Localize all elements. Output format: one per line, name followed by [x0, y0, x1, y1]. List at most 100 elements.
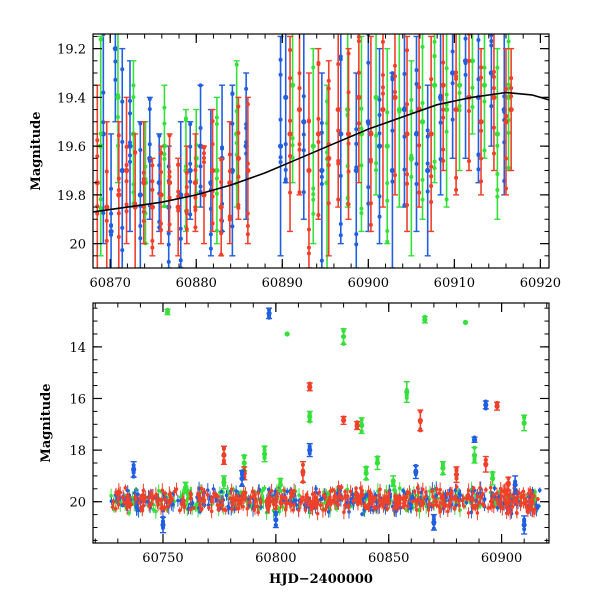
data-point	[470, 4, 474, 8]
bottom-data-points	[130, 307, 528, 535]
baseline-point	[226, 506, 231, 511]
data-point	[242, 453, 247, 458]
data-point	[124, 163, 129, 168]
baseline-point	[448, 492, 453, 497]
data-point	[418, 409, 423, 414]
data-point	[482, 148, 487, 153]
data-point	[166, 259, 171, 264]
data-point	[166, 242, 171, 247]
data-point	[482, 13, 486, 17]
data-point	[278, 155, 283, 160]
baseline-point	[323, 508, 328, 512]
data-point	[104, 169, 109, 174]
data-point	[236, 174, 241, 179]
data-point	[306, 167, 312, 174]
data-point	[101, 90, 106, 95]
data-point	[338, 57, 343, 62]
data-point	[201, 155, 206, 160]
baseline-point	[206, 503, 211, 507]
data-point	[319, 167, 325, 174]
data-point	[429, 183, 434, 188]
data-point	[491, 69, 496, 74]
data-point	[489, 104, 494, 109]
baseline-point	[416, 490, 421, 495]
baseline-point	[402, 498, 407, 503]
data-point	[150, 179, 155, 184]
data-point	[301, 190, 306, 195]
data-point	[521, 522, 527, 528]
baseline-point	[312, 495, 317, 500]
y-tick-label: 19.4	[57, 91, 86, 106]
data-point	[385, 198, 390, 203]
data-point	[456, 82, 463, 88]
data-point	[95, 204, 100, 209]
baseline-point	[288, 495, 293, 500]
baseline-point	[492, 493, 496, 497]
baseline-point	[482, 497, 487, 501]
data-point	[346, 202, 351, 207]
baseline-point	[528, 488, 532, 493]
data-point	[503, 86, 508, 91]
baseline-point	[210, 496, 214, 500]
data-point	[297, 147, 302, 152]
data-point	[420, 44, 425, 49]
data-point	[353, 167, 359, 174]
baseline-point	[201, 495, 206, 499]
data-point	[209, 167, 216, 174]
baseline-point	[408, 501, 412, 506]
data-point	[158, 170, 163, 175]
data-point	[389, 167, 396, 174]
baseline-point	[366, 489, 371, 494]
baseline-point	[235, 494, 240, 498]
data-point	[432, 39, 437, 44]
data-point	[346, 169, 351, 174]
baseline-point	[216, 507, 221, 512]
data-point	[113, 5, 117, 9]
data-point	[402, 71, 407, 76]
data-point	[495, 172, 500, 177]
data-point	[283, 179, 288, 184]
data-point	[432, 53, 437, 58]
data-point	[278, 478, 283, 483]
baseline-point	[185, 498, 189, 503]
data-point	[401, 106, 408, 113]
data-point	[454, 466, 459, 471]
data-point	[214, 167, 220, 174]
baseline-point	[190, 501, 195, 505]
data-point	[300, 469, 306, 475]
data-point	[162, 105, 167, 110]
data-point	[385, 181, 390, 186]
data-point	[338, 221, 343, 226]
baseline-point	[151, 507, 156, 512]
data-point	[184, 170, 189, 175]
data-point	[392, 63, 397, 68]
data-point	[219, 218, 224, 223]
data-point	[108, 228, 114, 235]
baseline-point	[370, 497, 375, 502]
baseline-point	[125, 505, 129, 510]
baseline-point	[524, 499, 529, 504]
data-point	[409, 97, 414, 102]
baseline-point	[395, 499, 399, 504]
baseline-point	[322, 493, 327, 498]
y-tick-label: 14	[69, 341, 86, 356]
data-point	[429, 77, 434, 82]
baseline-point	[274, 500, 278, 505]
baseline-point	[253, 493, 257, 497]
baseline-point	[401, 488, 405, 493]
x-tick-label: 60890	[262, 276, 303, 291]
data-point	[483, 402, 489, 408]
data-point	[428, 131, 434, 137]
data-point	[365, 119, 371, 125]
baseline-point	[475, 511, 480, 515]
data-point	[184, 185, 189, 190]
baseline-point	[309, 507, 313, 512]
data-point	[127, 140, 132, 145]
baseline-point	[438, 487, 442, 492]
data-point	[336, 197, 341, 202]
data-point	[405, 48, 410, 53]
data-point	[150, 163, 155, 168]
baseline-point	[531, 500, 535, 505]
data-point	[413, 463, 418, 468]
baseline-point	[357, 496, 362, 501]
